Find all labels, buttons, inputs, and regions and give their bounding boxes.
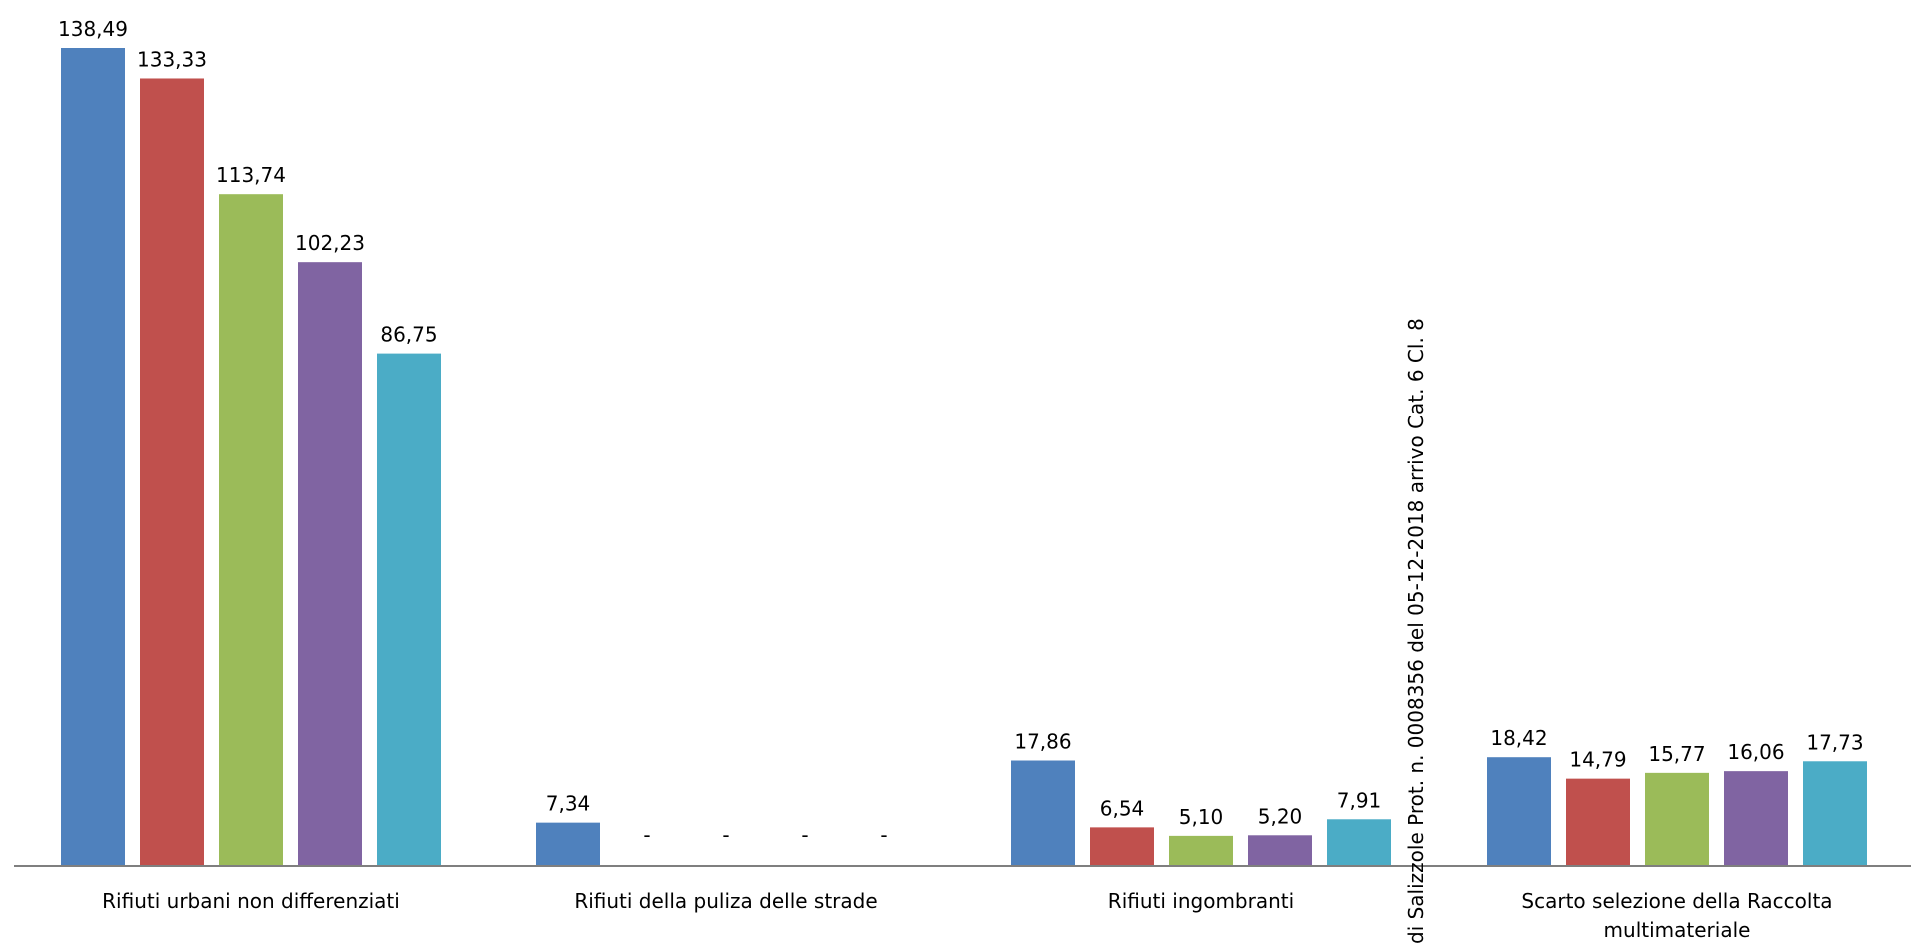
data-label: 5,10: [1179, 805, 1224, 829]
data-label: 17,86: [1014, 730, 1071, 754]
data-label: 102,23: [295, 231, 365, 255]
bar: [1248, 835, 1312, 866]
category-label-line: multimateriale: [1604, 918, 1751, 942]
category-labels-layer: Rifiuti urbani non differenziati Rifiuti …: [102, 889, 1832, 942]
data-label: 6,54: [1100, 796, 1145, 820]
bar: [61, 48, 125, 866]
category-label: Scarto selezione della Raccolta multimate…: [1521, 889, 1832, 942]
data-label: -: [880, 823, 887, 847]
data-label: -: [722, 823, 729, 847]
bar: [377, 354, 441, 866]
watermark-text: di Salizzole Prot. n. 0008356 del 05-12-…: [1404, 318, 1428, 944]
bar: [1090, 827, 1154, 866]
bar: [1169, 836, 1233, 866]
data-label: 18,42: [1490, 726, 1547, 750]
bar: [1803, 761, 1867, 866]
data-label: 138,49: [58, 17, 128, 41]
category-label-line: Rifiuti urbani non differenziati: [102, 889, 400, 913]
data-label: 113,74: [216, 163, 286, 187]
bar: [1011, 761, 1075, 866]
data-label: 7,91: [1337, 788, 1382, 812]
category-label-line: Rifiuti della puliza delle strade: [574, 889, 877, 913]
bar: [536, 823, 600, 866]
bar: [1327, 819, 1391, 866]
bar: [298, 262, 362, 866]
bar: [1487, 757, 1551, 866]
data-label: 7,34: [546, 792, 591, 816]
data-label: 133,33: [137, 47, 207, 71]
data-label: 5,20: [1258, 804, 1303, 828]
data-label: 86,75: [380, 323, 437, 347]
data-label: -: [801, 823, 808, 847]
category-label-line: Rifiuti ingombranti: [1108, 889, 1294, 913]
category-label: Rifiuti ingombranti: [1108, 889, 1294, 913]
data-label: 14,79: [1569, 748, 1626, 772]
category-label-line: Scarto selezione della Raccolta: [1521, 889, 1832, 913]
bars-layer: [61, 48, 1867, 866]
category-label: Rifiuti della puliza delle strade: [574, 889, 877, 913]
data-label: -: [643, 823, 650, 847]
bar: [219, 194, 283, 866]
data-label: 17,73: [1806, 730, 1863, 754]
bar: [1566, 779, 1630, 866]
data-label: 15,77: [1648, 742, 1705, 766]
data-label: 16,06: [1727, 740, 1784, 764]
bar: [1724, 771, 1788, 866]
category-label: Rifiuti urbani non differenziati: [102, 889, 400, 913]
bar: [140, 78, 204, 866]
bar: [1645, 773, 1709, 866]
